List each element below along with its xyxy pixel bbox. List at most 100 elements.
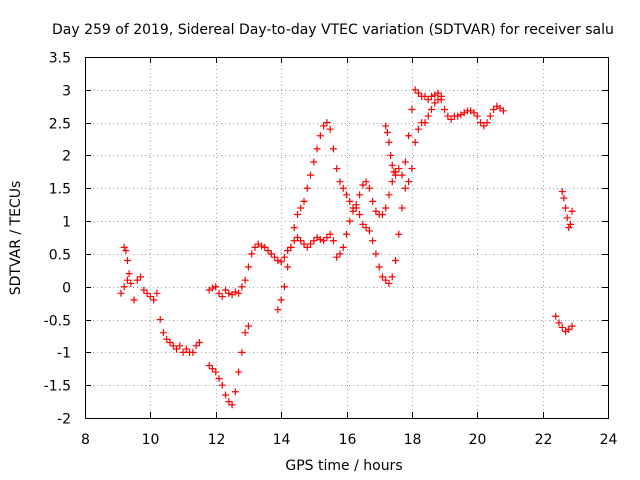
data-point <box>390 168 398 176</box>
axis-ticks <box>85 57 609 419</box>
data-point <box>156 316 164 324</box>
data-point <box>483 119 491 127</box>
data-point <box>176 342 184 350</box>
y-tick-label: 2.5 <box>49 117 71 133</box>
data-point <box>382 204 390 212</box>
data-point <box>414 125 422 133</box>
data-point <box>303 243 311 251</box>
data-point <box>166 339 174 347</box>
data-point <box>189 348 197 356</box>
data-point <box>437 96 445 104</box>
data-point <box>212 283 220 291</box>
y-tick-label: 0 <box>62 281 71 297</box>
data-point <box>486 112 494 120</box>
data-point <box>333 165 341 173</box>
data-point <box>408 165 416 173</box>
data-point <box>329 237 337 245</box>
y-tick-label: -0.5 <box>44 314 71 330</box>
y-tick-label: 3 <box>62 84 71 100</box>
data-point <box>277 258 285 266</box>
data-point <box>470 109 478 117</box>
x-tick-label: 20 <box>469 432 487 448</box>
data-point <box>215 375 223 383</box>
data-point <box>434 89 442 97</box>
y-axis-title: SDTVAR / TECUs <box>8 181 24 296</box>
data-point <box>552 312 560 320</box>
y-tick-label: 2 <box>62 149 71 165</box>
data-point <box>235 289 243 297</box>
data-point <box>310 158 318 166</box>
data-point <box>120 283 128 291</box>
data-point <box>264 247 272 255</box>
data-point <box>388 178 396 186</box>
y-tick-label: 1.5 <box>49 182 71 198</box>
data-point <box>431 99 439 107</box>
data-point <box>343 230 350 238</box>
data-point <box>408 106 416 114</box>
data-point <box>316 132 324 140</box>
data-point <box>447 115 455 123</box>
series-segment-a <box>117 273 203 356</box>
data-point <box>293 234 301 241</box>
y-tick-labels: -2 -1.5 -1 -0.5 0 0.5 1 1.5 2 2.5 3 3.5 <box>44 51 71 428</box>
data-point <box>565 325 573 333</box>
data-point <box>499 107 507 115</box>
data-point <box>117 289 125 297</box>
data-point <box>297 237 305 245</box>
data-point <box>150 296 158 304</box>
data-point <box>182 345 190 353</box>
data-point <box>307 240 315 248</box>
data-point <box>346 217 354 225</box>
data-point <box>277 296 285 304</box>
data-point <box>480 122 488 130</box>
data-point <box>336 178 344 186</box>
data-point <box>395 165 403 173</box>
data-point <box>362 224 370 232</box>
data-point <box>365 227 373 235</box>
data-point <box>258 242 266 250</box>
x-tick-label: 14 <box>273 432 291 448</box>
data-point <box>313 145 321 153</box>
x-tick-label: 16 <box>339 432 357 448</box>
x-tick-labels: 8 10 12 14 16 18 20 22 24 <box>81 432 617 448</box>
data-point <box>454 112 462 120</box>
data-point <box>395 230 403 238</box>
data-point <box>329 145 337 153</box>
data-point <box>123 256 131 264</box>
x-tick-label: 22 <box>535 432 553 448</box>
data-point <box>401 158 409 166</box>
data-point <box>359 181 367 189</box>
data-point <box>267 250 275 258</box>
data-point <box>558 188 566 196</box>
data-point <box>365 184 373 192</box>
y-tick-label: 3.5 <box>49 51 71 67</box>
data-point <box>231 388 239 396</box>
data-point <box>169 342 177 350</box>
data-point <box>179 348 187 356</box>
data-point <box>378 273 386 281</box>
data-point <box>392 171 400 179</box>
data-point <box>153 289 161 297</box>
data-point <box>378 211 386 219</box>
data-point <box>300 197 308 205</box>
data-point <box>133 276 141 284</box>
data-point <box>208 365 216 373</box>
data-point <box>441 106 449 114</box>
series-segment-b <box>205 322 252 409</box>
data-point <box>241 329 249 337</box>
data-point <box>238 283 246 291</box>
data-point <box>316 235 324 243</box>
series-segment-d <box>274 86 445 314</box>
data-points <box>117 86 576 409</box>
data-point <box>444 112 452 120</box>
data-point <box>563 214 571 222</box>
data-point <box>372 250 380 258</box>
data-point <box>339 243 347 251</box>
y-tick-label: 0.5 <box>49 248 71 264</box>
data-point <box>280 283 288 291</box>
data-point <box>336 250 344 258</box>
data-point <box>307 171 315 179</box>
data-point <box>343 191 350 199</box>
data-point <box>205 361 213 369</box>
y-tick-label: -2 <box>57 412 71 428</box>
